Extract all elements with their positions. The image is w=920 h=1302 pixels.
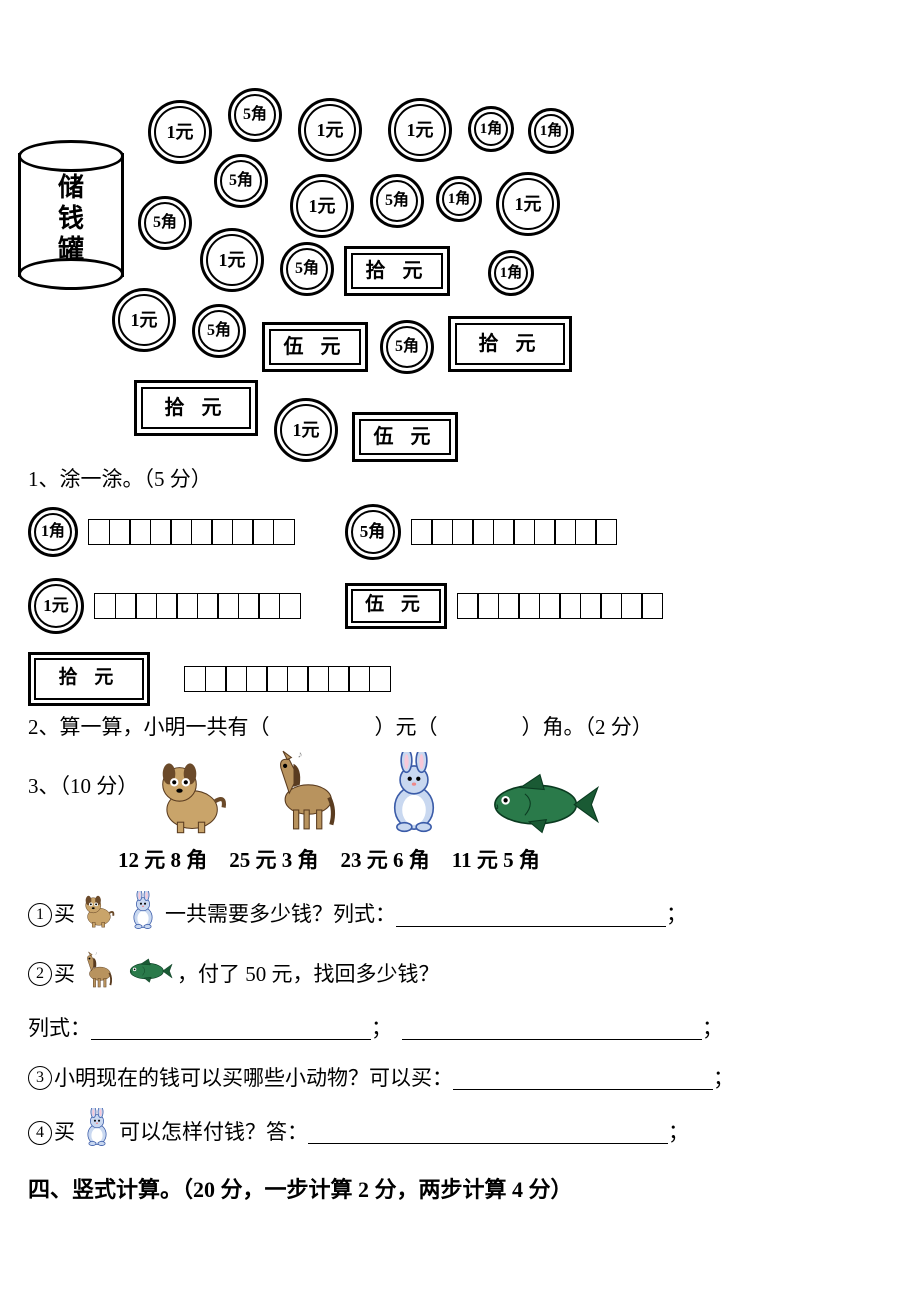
tally-boxes[interactable] xyxy=(184,666,391,692)
dog-small-icon xyxy=(75,892,121,938)
coin-1元: 1元 xyxy=(148,100,212,164)
num-4-icon: 4 xyxy=(28,1121,52,1145)
q1-text: 1、涂一涂。（5 分） xyxy=(28,464,892,496)
coin-5角: 5角 xyxy=(380,320,434,374)
note-10yuan: 拾 元 xyxy=(28,652,150,706)
num-2-icon: 2 xyxy=(28,962,52,986)
coin-5角: 5角 xyxy=(280,242,334,296)
tally-row-1: 1角 5角 xyxy=(28,504,892,560)
answer-blank[interactable] xyxy=(402,1017,702,1040)
tally-boxes[interactable] xyxy=(94,593,301,619)
coin-5角: 5角 xyxy=(192,304,246,358)
coin-5角: 5角 xyxy=(138,196,192,250)
prices-row: 12 元 8 角 25 元 3 角 23 元 6 角 11 元 5 角 xyxy=(118,845,892,877)
coin-1元: 1元 xyxy=(274,398,338,462)
num-1-icon: 1 xyxy=(28,903,52,927)
piggy-bank: 储钱罐 xyxy=(18,140,118,290)
q3-sub2: 2 买 ♪ ，付了 50 元，找回多少钱？ xyxy=(28,950,892,999)
answer-blank[interactable] xyxy=(396,904,666,927)
coin-1角: 1角 xyxy=(528,108,574,154)
tally-boxes[interactable] xyxy=(411,519,618,545)
answer-blank[interactable] xyxy=(453,1067,713,1090)
money-scatter-area: 储钱罐 1元5角1元1元1角1角5角5角1元5角1角1元1元5角1角1元5角5角… xyxy=(18,80,698,460)
q3-sub1: 1 买 一共需要多少钱？列式： ； xyxy=(28,891,892,940)
coin-1yuan: 1元 xyxy=(28,578,84,634)
coin-1元: 1元 xyxy=(112,288,176,352)
q3-label: 3、（10 分） xyxy=(28,771,138,803)
coin-5角: 5角 xyxy=(228,88,282,142)
rabbit-small-icon xyxy=(121,891,165,940)
coin-1角: 1角 xyxy=(468,106,514,152)
coin-1角: 1角 xyxy=(488,250,534,296)
coin-1元: 1元 xyxy=(496,172,560,236)
coin-1元: 1元 xyxy=(200,228,264,292)
tally-row-2: 1元 伍 元 xyxy=(28,578,892,634)
tally-boxes[interactable] xyxy=(457,593,664,619)
note-拾 元: 拾 元 xyxy=(344,246,450,296)
q3-sub2-answer: 列式： ； ； xyxy=(28,1013,892,1045)
note-拾 元: 拾 元 xyxy=(448,316,572,372)
q3-sub4: 4 买 可以怎样付钱？答： ； xyxy=(28,1108,892,1157)
note-伍 元: 伍 元 xyxy=(262,322,368,372)
fish-small-icon xyxy=(121,957,177,993)
svg-text:♪: ♪ xyxy=(298,750,303,760)
animal-rabbit xyxy=(376,752,452,836)
rabbit-small-icon xyxy=(75,1108,119,1157)
coin-5jiao: 5角 xyxy=(345,504,401,560)
coin-5角: 5角 xyxy=(214,154,268,208)
coin-1元: 1元 xyxy=(290,174,354,238)
coin-1元: 1元 xyxy=(388,98,452,162)
answer-blank[interactable] xyxy=(308,1121,668,1144)
tally-boxes[interactable] xyxy=(88,519,295,545)
q2-text[interactable]: 2、算一算，小明一共有（ ）元（ ）角。（2 分） xyxy=(28,712,892,744)
price-dog: 12 元 8 角 xyxy=(118,845,207,877)
price-horse: 25 元 3 角 xyxy=(229,845,318,877)
note-伍 元: 伍 元 xyxy=(352,412,458,462)
animal-dog xyxy=(148,755,232,835)
price-fish: 11 元 5 角 xyxy=(452,845,540,877)
animal-fish xyxy=(482,770,600,835)
horse-small-icon: ♪ xyxy=(75,950,121,999)
section-4-title: 四、竖式计算。（20 分，一步计算 2 分，两步计算 4 分） xyxy=(28,1173,892,1206)
note-拾 元: 拾 元 xyxy=(134,380,258,436)
num-3-icon: 3 xyxy=(28,1066,52,1090)
animal-horse: ♪ xyxy=(262,747,346,835)
coin-1jiao: 1角 xyxy=(28,507,78,557)
note-5yuan: 伍 元 xyxy=(345,583,447,629)
svg-text:♪: ♪ xyxy=(95,951,97,956)
coin-1角: 1角 xyxy=(436,176,482,222)
answer-blank[interactable] xyxy=(91,1017,371,1040)
coin-5角: 5角 xyxy=(370,174,424,228)
coin-1元: 1元 xyxy=(298,98,362,162)
q3-sub3: 3 小明现在的钱可以买哪些小动物？可以买： ； xyxy=(28,1063,892,1095)
animals-row: ♪ xyxy=(148,747,600,835)
tally-row-3: 拾 元 xyxy=(28,652,892,706)
piggy-bank-label: 储钱罐 xyxy=(18,172,124,266)
price-rabbit: 23 元 6 角 xyxy=(341,845,430,877)
